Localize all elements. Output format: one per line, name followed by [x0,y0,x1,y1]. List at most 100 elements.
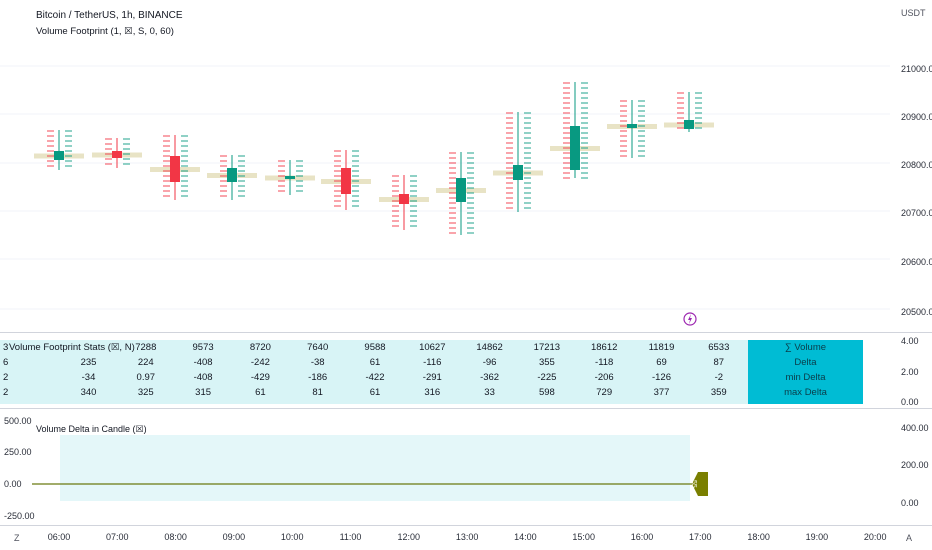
footprint-buy-cell [524,187,531,189]
footprint-buy-cell [238,185,245,187]
footprint-sell-cell [334,180,341,182]
footprint-buy-cell [695,107,702,109]
indicator-legend[interactable]: Volume Footprint (1, ☒, S, 0, 60) [36,26,174,37]
footprint-sell-cell [563,142,570,144]
table-cell: 7640 [307,342,329,353]
footprint-sell-cell [563,82,570,84]
delta-plot [32,435,708,501]
footprint-buy-cell [638,100,645,102]
footprint-buy-cell [581,122,588,124]
table-cell: 9573 [192,342,214,353]
footprint-buy-cell [467,207,474,209]
footprint-buy-cell [524,172,531,174]
footprint-buy-cell [581,172,588,174]
footprint-sell-cell [334,200,341,202]
footprint-sell-cell [506,197,513,199]
footprint-buy-cell [238,190,245,192]
footprint-sell-cell [392,220,399,222]
footprint-buy-cell [524,117,531,119]
table-cell: 87 [713,357,725,368]
delta-pane[interactable]: 55 Volume Delta in Candle (☒) 500.00 250… [0,409,932,525]
footprint-buy-cell [181,185,188,187]
footprint-buy-cell [638,115,645,117]
footprint-sell-cell [506,172,513,174]
footprint-buy-cell [581,162,588,164]
pane-separator[interactable] [0,408,932,409]
footprint-buy-cell [638,105,645,107]
footprint-buy-cell [695,127,702,129]
footprint-buy-cell [181,175,188,177]
footprint-sell-cell [677,127,684,129]
footprint-buy-cell [467,202,474,204]
footprint-sell-cell [506,177,513,179]
footprint-buy-cell [296,165,303,167]
footprint-buy-cell [467,162,474,164]
footprint-buy-cell [238,180,245,182]
footprint-sell-cell [677,122,684,124]
footprint-sell-cell [47,135,54,137]
zoom-corner[interactable]: Z [14,533,20,543]
footprint-buy-cell [352,195,359,197]
footprint-sell-cell [563,157,570,159]
footprint-buy-cell [123,143,130,145]
flash-alert-icon[interactable] [683,310,697,328]
footprint-sell-cell [278,180,285,182]
footprint-buy-cell [410,195,417,197]
footprint-sell-cell [563,177,570,179]
delta-legend[interactable]: Volume Delta in Candle (☒) [36,424,147,434]
footprint-sell-cell [506,157,513,159]
footprint-buy-cell [467,152,474,154]
price-pane[interactable]: Bitcoin / TetherUS, 1h, BINANCE Volume F… [0,0,932,332]
footprint-buy-cell [238,160,245,162]
table-cell: 355 [538,357,555,368]
footprint-sell-cell [506,132,513,134]
time-tick: 06:00 [47,532,71,542]
pane-separator[interactable] [0,332,932,333]
footprint-buy-cell [524,142,531,144]
footprint-sell-cell [677,112,684,114]
footprint-sell-cell [449,162,456,164]
table-title: Volume Footprint Stats (☒, N) [9,342,135,353]
footprint-sell-cell [506,187,513,189]
footprint-buy-cell [296,160,303,162]
footprint-buy-cell [352,155,359,157]
footprint-buy-cell [524,182,531,184]
footprint-sell-cell [506,147,513,149]
footprint-buy-cell [581,177,588,179]
footprint-sell-cell [163,195,170,197]
footprint-sell-cell [506,192,513,194]
delta-left-tick: -250.00 [4,511,35,521]
footprint-buy-cell [467,197,474,199]
time-tick: 07:00 [106,532,129,542]
stats-table-pane[interactable]: 3 6 2 2 Volume Footprint Stats (☒, N) 235 -34 3… [0,333,932,408]
footprint-sell-cell [392,205,399,207]
footprint-sell-cell [220,195,227,197]
footprint-buy-cell [467,182,474,184]
candle-body [112,151,122,158]
symbol-title[interactable]: Bitcoin / TetherUS, 1h, BINANCE [36,10,183,21]
footprint-sell-cell [220,165,227,167]
table-cell: 61 [369,357,381,368]
footprint-buy-cell [65,155,72,157]
footprint-sell-cell [105,153,112,155]
table-cell: 33 [484,387,495,398]
footprint-buy-cell [410,190,417,192]
price-tick: 20500.00 [901,307,932,317]
table-cell: 7288 [135,342,157,353]
time-axis[interactable]: Z A 06:00 07:00 08:00 09:00 10:00 11:00 12:00 1… [0,525,932,550]
footprint-sell-cell [563,147,570,149]
footprint-sell-cell [620,155,627,157]
footprint-sell-cell [47,130,54,132]
time-tick: 09:00 [222,532,246,542]
footprint-buy-cell [123,163,130,165]
table-cell: -408 [193,357,213,368]
table-cell: 11819 [648,342,675,353]
table-row-header: ∑ Volume [784,342,827,353]
time-tick: 12:00 [397,532,421,542]
footprint-sell-cell [563,122,570,124]
footprint-buy-cell [181,135,188,137]
footprint-sell-cell [163,175,170,177]
table-cell: 8720 [249,342,271,353]
auto-scale-corner[interactable]: A [906,533,913,543]
footprint-buy-cell [410,215,417,217]
